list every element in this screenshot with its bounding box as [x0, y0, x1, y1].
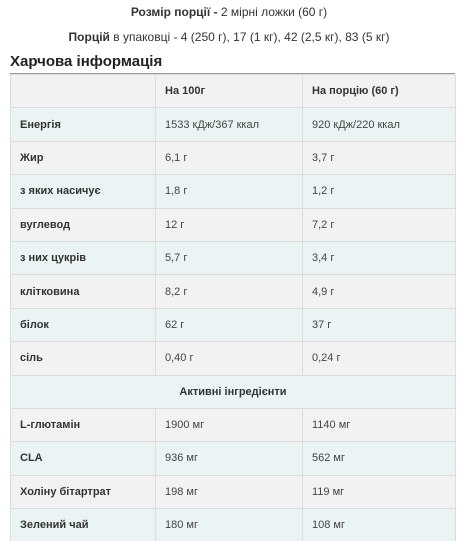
value-per-serving: 37 г [302, 307, 456, 343]
table-row: вуглевод 12 г 7,2 г [10, 207, 456, 242]
nutrient-name: клітковина [10, 274, 156, 309]
value-per-100g: 1,8 г [155, 174, 303, 209]
value-per-serving: 108 мг [302, 508, 456, 541]
table-row: Зелений чай 180 мг 108 мг [10, 508, 456, 541]
value-per-serving: 119 мг [302, 474, 456, 510]
value-per-100g: 0,40 г [155, 341, 303, 376]
table-row: Енергія 1533 кДж/367 ккал 920 кДж/220 кк… [10, 107, 456, 142]
value-per-100g: 180 мг [155, 508, 303, 541]
nutrition-table: На 100г На порцію (60 г) Енергія 1533 кД… [10, 73, 456, 541]
value-per-100g: 936 мг [155, 441, 303, 476]
serving-size-label: Розмір порції - [130, 5, 221, 19]
servings-line: Порцій в упаковці - 4 (250 г), 17 (1 кг)… [0, 30, 458, 44]
value-per-serving: 3,4 г [302, 240, 456, 276]
table-row: Холіну бітартрат 198 мг 119 мг [10, 474, 456, 510]
ingredient-name: Зелений чай [10, 508, 156, 541]
value-per-100g: 6,1 г [155, 140, 303, 176]
value-per-100g: 5,7 г [155, 240, 303, 276]
header-per-serving: На порцію (60 г) [302, 73, 456, 109]
value-per-100g: 198 мг [155, 474, 303, 510]
servings-value: в упаковці - 4 (250 г), 17 (1 кг), 42 (2… [109, 30, 390, 44]
active-ingredients-title: Активні інгредієнти [10, 374, 456, 409]
table-row: з них цукрів 5,7 г 3,4 г [10, 240, 456, 276]
value-per-serving: 7,2 г [302, 207, 456, 242]
nutrient-name: білок [10, 307, 156, 343]
header-cell [10, 73, 156, 109]
serving-size-value: 2 мірні ложки (60 г) [220, 5, 328, 19]
value-per-100g: 12 г [155, 207, 303, 242]
table-row: Жир 6,1 г 3,7 г [10, 140, 456, 176]
table-row: CLA 936 мг 562 мг [10, 441, 456, 476]
table-row: клітковина 8,2 г 4,9 г [10, 274, 456, 309]
nutrient-name: Жир [10, 140, 156, 176]
table-row: білок 62 г 37 г [10, 307, 456, 343]
table-row: сіль 0,40 г 0,24 г [10, 341, 456, 376]
table-header-row: На 100г На порцію (60 г) [10, 73, 456, 109]
nutrient-name: вуглевод [10, 207, 156, 242]
value-per-serving: 0,24 г [302, 341, 456, 376]
serving-size-line: Розмір порції - 2 мірні ложки (60 г) [0, 5, 458, 19]
nutrient-name: сіль [10, 341, 156, 376]
value-per-serving: 1,2 г [302, 174, 456, 209]
value-per-serving: 920 кДж/220 ккал [302, 107, 456, 142]
table-row: L-глютамін 1900 мг 1140 мг [10, 407, 456, 443]
value-per-100g: 62 г [155, 307, 303, 343]
nutrient-name: з яких насичує [10, 174, 156, 209]
nutrient-name: з них цукрів [10, 240, 156, 276]
ingredient-name: L-глютамін [10, 407, 156, 443]
servings-label: Порцій [68, 30, 110, 44]
nutrition-title: Харчова інформація [10, 53, 163, 70]
ingredient-name: CLA [10, 441, 156, 476]
ingredient-name: Холіну бітартрат [10, 474, 156, 510]
active-ingredients-header-row: Активні інгредієнти [10, 374, 456, 409]
header-per-100g: На 100г [155, 73, 303, 109]
value-per-100g: 1533 кДж/367 ккал [155, 107, 303, 142]
value-per-100g: 1900 мг [155, 407, 303, 443]
value-per-serving: 1140 мг [302, 407, 456, 443]
value-per-serving: 562 мг [302, 441, 456, 476]
title-divider [10, 73, 455, 74]
value-per-100g: 8,2 г [155, 274, 303, 309]
table-row: з яких насичує 1,8 г 1,2 г [10, 174, 456, 209]
value-per-serving: 4,9 г [302, 274, 456, 309]
nutrient-name: Енергія [10, 107, 156, 142]
value-per-serving: 3,7 г [302, 140, 456, 176]
